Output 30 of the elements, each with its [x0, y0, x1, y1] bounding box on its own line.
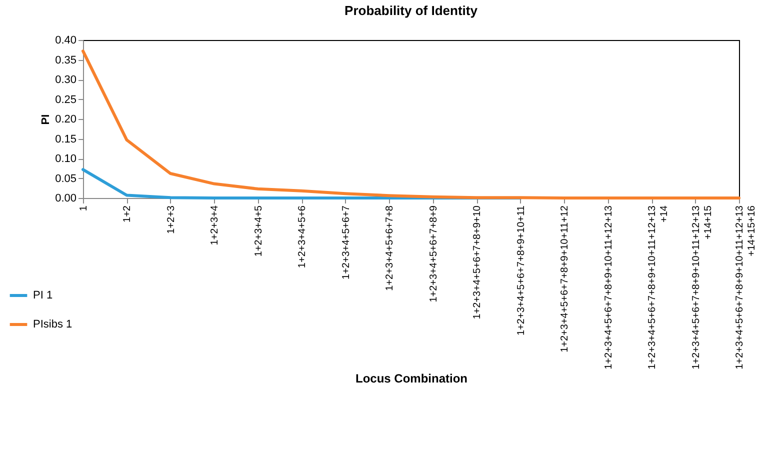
x-tick-label: 1+2+3+4+5+6+7+8+9	[428, 205, 440, 302]
x-tick-label: 1+2+3+4+5+6+7+8+9+10+11+12+13+14+15	[690, 205, 714, 370]
x-tick-label: 1+2+3	[166, 205, 177, 234]
y-tick-label: 0.20	[55, 114, 76, 126]
y-tick-label: 0.25	[55, 94, 76, 106]
y-tick-label: 0.35	[55, 54, 76, 66]
x-tick-label: 1+2+3+4+5+6+7+8+9+10+11+12+13+14+15+16	[734, 205, 758, 370]
y-tick-label: 0.05	[55, 172, 76, 185]
x-tick-label: 1+2+3+4+5+6+7+8+9+10+11+12+13	[603, 205, 614, 370]
chart-title: Probability of Identity	[344, 3, 478, 18]
legend-label: PI 1	[33, 290, 53, 302]
x-axis-title: Locus Combination	[356, 371, 468, 386]
y-tick-label: 0.15	[55, 133, 76, 146]
x-tick-label: 1	[78, 205, 90, 212]
x-tick-label: 1+2+3+4+5	[253, 205, 264, 257]
legend-label: PIsibs 1	[33, 318, 72, 330]
y-tick-label: 0.40	[55, 34, 76, 46]
x-tick-label: 1+2+3+4+5+6	[297, 205, 308, 268]
x-tick-label: 1+2	[122, 205, 134, 222]
y-tick-label: 0.30	[55, 74, 76, 86]
x-tick-label: 1+2+3+4+5+6+7+8+9+10	[472, 205, 484, 320]
x-tick-label: 1+2+3+4+5+6+7+8+9+10+11+12+13+14	[647, 205, 670, 370]
x-tick-label: 1+2+3+4+5+6+7+8	[384, 205, 396, 291]
x-tick-label: 1+2+3+4+5+6+7	[340, 205, 352, 280]
y-axis-title: PI	[40, 114, 52, 125]
y-tick-label: 0.10	[55, 153, 76, 165]
x-tick-label: 1+2+3+4	[210, 205, 221, 246]
x-tick-label: 1+2+3+4+5+6+7+8+9+10+11	[516, 205, 527, 336]
y-tick-label: 0.00	[55, 192, 76, 204]
x-tick-label: 1+2+3+4+5+6+7+8+9+10+11+12	[560, 205, 571, 352]
